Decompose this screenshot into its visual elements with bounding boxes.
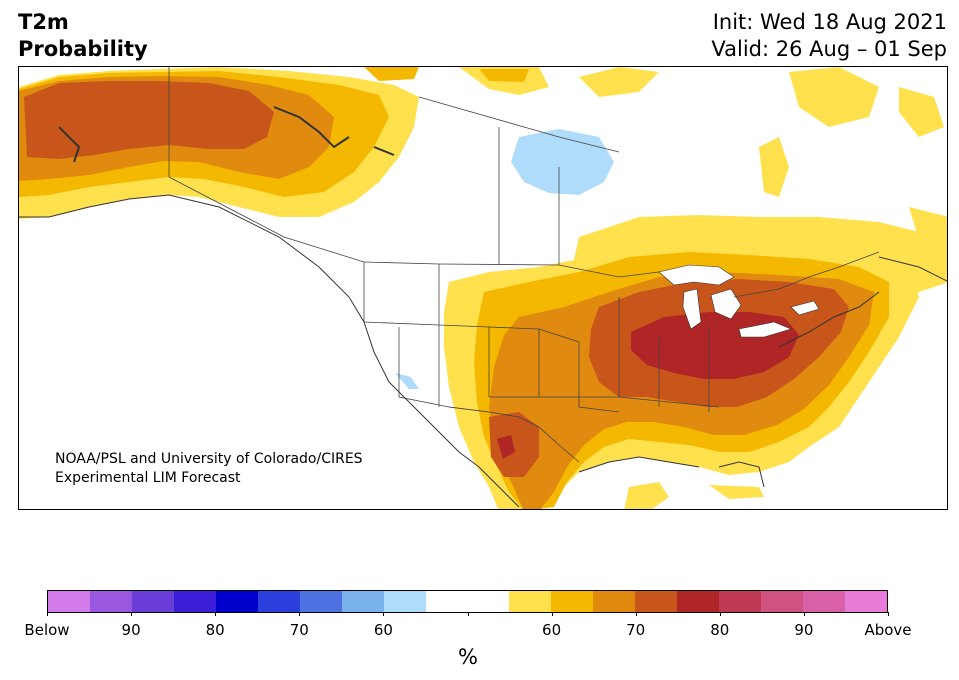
colorbar-tick-mark <box>47 612 48 616</box>
alaska-warm-75 <box>24 81 274 159</box>
colorbar-tick-label: 70 <box>626 621 646 639</box>
colorbar-tick-label: Below <box>24 621 70 639</box>
colorbar-segment <box>677 591 720 612</box>
colorbar-segment <box>131 591 174 612</box>
coastlines <box>19 194 947 508</box>
colorbar-tick-label: 90 <box>794 621 814 639</box>
forecast-map <box>18 66 948 510</box>
unit-label: % <box>458 645 478 669</box>
colorbar-segment <box>215 591 258 612</box>
colorbar-tick-label: 60 <box>542 621 562 639</box>
colorbar-tick-label: 80 <box>205 621 225 639</box>
us-warm-80 <box>497 312 799 459</box>
colorbar-tick-mark <box>803 612 805 616</box>
rivers <box>58 106 395 163</box>
colorbar-segment <box>845 591 888 612</box>
probability-subtitle: Probability <box>18 37 148 61</box>
colorbar-segment <box>48 591 90 612</box>
colorbar-tick-mark <box>635 612 637 616</box>
arctic-warm-60 <box>364 67 529 82</box>
colorbar-segment <box>173 591 216 612</box>
colorbar-segment <box>761 591 804 612</box>
title-block: T2m Probability <box>18 9 148 63</box>
init-date: Init: Wed 18 Aug 2021 <box>712 10 947 34</box>
great-lakes <box>658 264 820 338</box>
arctic-islands-warm <box>459 67 944 137</box>
hudson-cold-60 <box>511 129 614 195</box>
credit-line-2: Experimental LIM Forecast <box>55 470 241 486</box>
colorbar-tick-label: 60 <box>373 621 393 639</box>
credit-line-1: NOAA/PSL and University of Colorado/CIRE… <box>55 451 363 467</box>
colorbar-tick-mark <box>131 612 133 616</box>
colorbar-tick-mark <box>215 612 217 616</box>
date-block: Init: Wed 18 Aug 2021 Valid: 26 Aug – 01… <box>711 9 947 63</box>
colorbar-segment <box>257 591 300 612</box>
colorbar-segment <box>509 591 552 612</box>
colorbar-segment <box>341 591 384 612</box>
colorbar-segment <box>719 591 762 612</box>
colorbar-segment <box>383 591 426 612</box>
colorbar-tick-label: Above <box>864 621 912 639</box>
colorbar-tick-label: 70 <box>289 621 309 639</box>
colorbar-tick-mark <box>551 612 553 616</box>
colorbar-tick-mark <box>299 612 301 616</box>
mexico-south-warm <box>624 482 764 509</box>
baja-cold <box>395 373 419 389</box>
variable-title: T2m <box>18 10 69 34</box>
colorbar-segment <box>299 591 342 612</box>
colorbar-tick-mark <box>383 612 385 616</box>
colorbar-segment <box>425 591 468 612</box>
colorbar-tick-label: 80 <box>710 621 730 639</box>
colorbar-segment <box>593 591 636 612</box>
probability-colorbar <box>47 590 888 613</box>
colorbar-segment <box>635 591 678 612</box>
colorbar-segment <box>89 591 132 612</box>
labrador-warm <box>759 137 947 267</box>
valid-period: Valid: 26 Aug – 01 Sep <box>711 37 947 61</box>
map-canvas <box>19 67 947 509</box>
colorbar-segment <box>803 591 846 612</box>
colorbar-segment <box>467 591 510 612</box>
colorbar-tick-mark <box>888 612 889 616</box>
colorbar-segment <box>551 591 594 612</box>
political-boundaries <box>168 67 880 463</box>
credit-text: NOAA/PSL and University of Colorado/CIRE… <box>55 450 363 488</box>
colorbar-tick-mark <box>467 612 469 616</box>
colorbar-tick-label: 90 <box>121 621 141 639</box>
colorbar-tick-mark <box>719 612 721 616</box>
